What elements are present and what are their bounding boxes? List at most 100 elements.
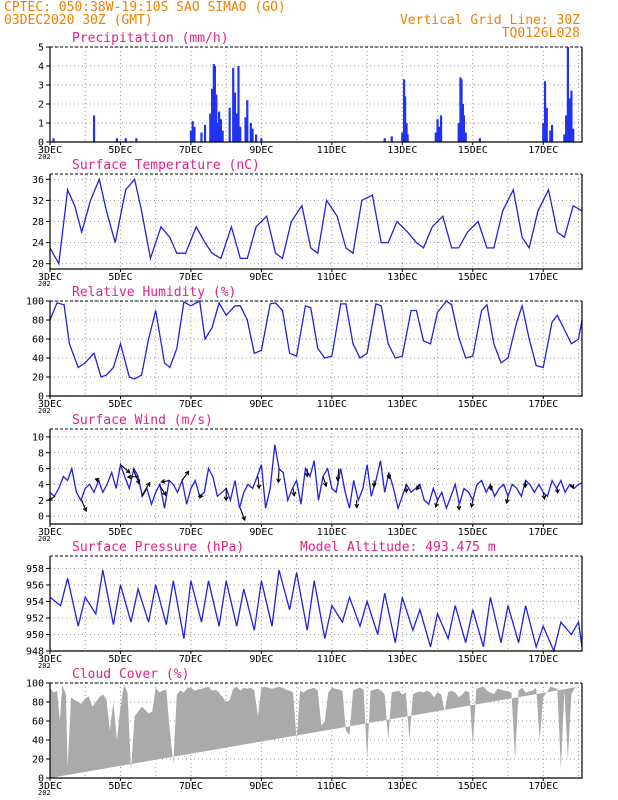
x-tick-label: 11DEC [317, 145, 347, 156]
wind-vector [469, 500, 475, 509]
precip-bar [383, 138, 386, 142]
precip-bar [232, 67, 235, 142]
y-tick-label: 36 [32, 175, 44, 186]
x-tick-label: 13DEC [387, 654, 417, 665]
precip-bar [405, 123, 408, 142]
precip-bar [216, 123, 219, 142]
precip-bar [193, 126, 196, 142]
precip-bar [406, 134, 409, 142]
x-tick-label: 15DEC [458, 145, 488, 156]
x-tick-label: 15DEC [458, 399, 488, 410]
wind-vector [198, 493, 204, 499]
precip-bar [218, 111, 221, 142]
y-tick-label: 10 [32, 432, 44, 443]
x-tick-label: 17DEC [528, 145, 558, 156]
wind-vector [94, 477, 100, 483]
x-year-stub: 202 [38, 280, 51, 288]
y-tick-label: 100 [26, 679, 44, 690]
x-tick-label: 3DEC [38, 654, 62, 665]
y-tick-label: 60 [32, 335, 44, 346]
x-year-stub: 202 [38, 535, 51, 543]
x-tick-label: 17DEC [528, 527, 558, 538]
y-tick-label: 958 [26, 564, 44, 575]
precip-bar [209, 113, 212, 142]
precip-title: Precipitation (mm/h) [72, 31, 229, 46]
x-tick-label: 13DEC [387, 399, 417, 410]
x-tick-label: 11DEC [317, 781, 347, 792]
y-tick-label: 0 [38, 512, 44, 523]
wind-vector [386, 472, 392, 480]
precip-bar [237, 66, 240, 142]
precip-bar [233, 92, 237, 142]
y-tick-label: 32 [32, 196, 44, 207]
y-tick-label: 40 [32, 354, 44, 365]
x-tick-label: 11DEC [317, 272, 347, 283]
precip-bar [478, 138, 481, 142]
precip-bar [244, 117, 247, 142]
precip-bar [464, 132, 467, 142]
precip-bar [124, 138, 127, 142]
wind-vector [569, 484, 575, 490]
precip-bar [228, 107, 231, 142]
precip-bar [566, 47, 570, 142]
x-year-stub: 202 [38, 153, 51, 161]
y-tick-label: 950 [26, 630, 44, 641]
y-tick-label: 956 [26, 580, 44, 591]
y-tick-label: 20 [32, 755, 44, 766]
y-tick-label: 0 [38, 392, 44, 403]
precip-bar [219, 119, 222, 142]
x-tick-label: 17DEC [528, 654, 558, 665]
wind-vector [158, 484, 167, 497]
wind-vector [555, 488, 560, 495]
precip-bar [570, 90, 573, 142]
frame [49, 556, 583, 652]
frame [49, 683, 583, 779]
x-tick-label: 7DEC [179, 654, 203, 665]
y-tick-label: 954 [26, 597, 44, 608]
x-tick-label: 5DEC [108, 781, 132, 792]
precip-bar [572, 128, 575, 142]
y-tick-label: 4 [38, 62, 44, 73]
x-tick-label: 9DEC [249, 527, 273, 538]
y-tick-label: 6 [38, 464, 44, 475]
cloud-cover-area [50, 684, 579, 778]
y-tick-label: 80 [32, 316, 44, 327]
x-tick-label: 9DEC [249, 272, 273, 283]
precip-bar [457, 123, 460, 142]
header-datetime: 03DEC2020 30Z (GMT) [4, 13, 153, 28]
y-tick-label: 80 [32, 698, 44, 709]
precip-bar [191, 121, 194, 142]
wind-vector [403, 484, 409, 494]
precip-bar [460, 79, 463, 142]
pres-series-line [49, 569, 583, 654]
precip-bar [462, 115, 466, 142]
x-tick-label: 11DEC [317, 399, 347, 410]
temp-title: Surface Temperature (nC) [72, 158, 260, 173]
header-model-code: TQ0126L028 [502, 26, 580, 41]
precip-bar [436, 119, 439, 142]
y-tick-label: 100 [26, 297, 44, 308]
precip-bar [255, 134, 258, 142]
panel-wind: 0 2 4 6 8 10 3DEC 5DEC 7DEC 9DEC 11DEC 13DEC 15DEC 17… [32, 413, 583, 543]
x-tick-label: 11DEC [317, 654, 347, 665]
precip-bar [235, 113, 238, 142]
wind-title: Surface Wind (m/s) [72, 413, 213, 428]
precip-bar [135, 138, 138, 142]
precip-bar [390, 136, 393, 142]
temp-series-line [49, 177, 583, 266]
y-tick-label: 5 [38, 43, 44, 54]
x-tick-label: 13DEC [387, 527, 417, 538]
wind-vector [141, 481, 151, 497]
frame [49, 47, 583, 143]
precip-bar [563, 134, 566, 142]
x-tick-label: 3DEC [38, 272, 62, 283]
wind-series-line [49, 444, 583, 511]
x-year-stub: 202 [38, 789, 51, 797]
precip-bar [404, 96, 407, 142]
y-tick-label: 4 [38, 480, 44, 491]
precip-bar [565, 115, 568, 142]
precip-bar [203, 124, 207, 142]
precip-bar [549, 130, 552, 142]
x-tick-label: 9DEC [249, 781, 273, 792]
y-tick-label: 2 [38, 496, 44, 507]
